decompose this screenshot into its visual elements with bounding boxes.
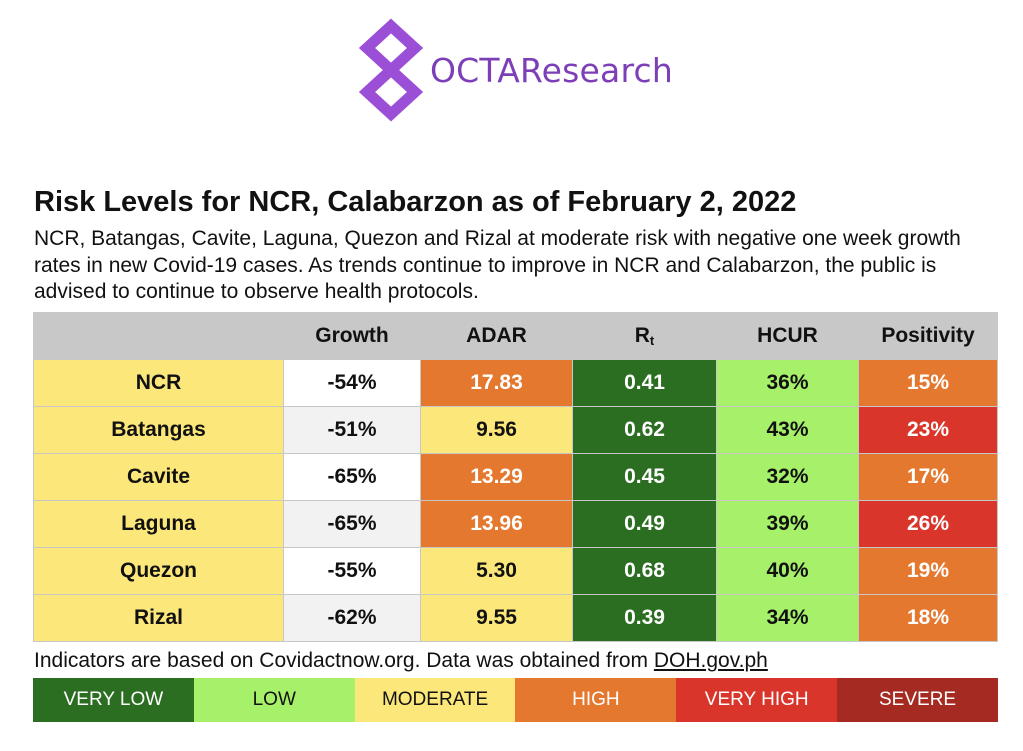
hcur-cell: 43% <box>716 406 859 454</box>
positivity-cell: 23% <box>858 406 998 454</box>
positivity-cell: 19% <box>858 547 998 595</box>
hcur-cell: 34% <box>716 594 859 642</box>
summary-text: NCR, Batangas, Cavite, Laguna, Quezon an… <box>34 227 961 303</box>
table-row: Rizal -62% 9.55 0.39 34% 18% <box>33 594 998 642</box>
rt-cell: 0.45 <box>572 453 717 501</box>
adar-cell: 13.96 <box>420 500 573 548</box>
footnote-text: Indicators are based on Covidactnow.org.… <box>34 649 654 672</box>
legend-severe: SEVERE <box>837 678 998 722</box>
header-hcur: HCUR <box>716 312 859 360</box>
rt-cell: 0.62 <box>572 406 717 454</box>
table-row: NCR -54% 17.83 0.41 36% 15% <box>33 359 998 407</box>
table-row: Batangas -51% 9.56 0.62 43% 23% <box>33 406 998 454</box>
legend-moderate: MODERATE <box>354 678 516 722</box>
positivity-cell: 26% <box>858 500 998 548</box>
rt-cell: 0.41 <box>572 359 717 407</box>
risk-level-table: Growth ADAR Rt HCUR Positivity NCR -54% … <box>33 312 998 642</box>
positivity-cell: 18% <box>858 594 998 642</box>
rt-cell: 0.49 <box>572 500 717 548</box>
header-growth: Growth <box>283 312 421 360</box>
table-row: Cavite -65% 13.29 0.45 32% 17% <box>33 453 998 501</box>
legend-very-low: VERY LOW <box>33 678 194 722</box>
adar-cell: 17.83 <box>420 359 573 407</box>
source-footnote: Indicators are based on Covidactnow.org.… <box>34 649 768 673</box>
header-rt: Rt <box>572 312 717 360</box>
table-row: Laguna -65% 13.96 0.49 39% 26% <box>33 500 998 548</box>
area-cell: Rizal <box>33 594 284 642</box>
adar-cell: 13.29 <box>420 453 573 501</box>
adar-cell: 9.55 <box>420 594 573 642</box>
hcur-cell: 40% <box>716 547 859 595</box>
area-cell: Batangas <box>33 406 284 454</box>
header-positivity: Positivity <box>858 312 998 360</box>
growth-cell: -54% <box>283 359 421 407</box>
growth-cell: -62% <box>283 594 421 642</box>
hcur-cell: 39% <box>716 500 859 548</box>
header-rt-label: R <box>634 324 650 347</box>
header-adar: ADAR <box>420 312 573 360</box>
table-row: Quezon -55% 5.30 0.68 40% 19% <box>33 547 998 595</box>
area-cell: Laguna <box>33 500 284 548</box>
rt-cell: 0.68 <box>572 547 717 595</box>
adar-cell: 9.56 <box>420 406 573 454</box>
positivity-cell: 15% <box>858 359 998 407</box>
area-cell: Quezon <box>33 547 284 595</box>
adar-cell: 5.30 <box>420 547 573 595</box>
area-cell: Cavite <box>33 453 284 501</box>
page-title: Risk Levels for NCR, Calabarzon as of Fe… <box>34 186 797 218</box>
header-area <box>33 312 284 360</box>
growth-cell: -51% <box>283 406 421 454</box>
legend-very-high: VERY HIGH <box>676 678 838 722</box>
octa-research-logo: OCTAResearch <box>350 18 690 128</box>
area-cell: NCR <box>33 359 284 407</box>
rt-cell: 0.39 <box>572 594 717 642</box>
logo-wordmark: OCTAResearch <box>430 51 673 90</box>
doh-link[interactable]: DOH.gov.ph <box>653 649 768 672</box>
growth-cell: -65% <box>283 500 421 548</box>
positivity-cell: 17% <box>858 453 998 501</box>
hcur-cell: 32% <box>716 453 859 501</box>
legend-low: LOW <box>193 678 355 722</box>
growth-cell: -55% <box>283 547 421 595</box>
hcur-cell: 36% <box>716 359 859 407</box>
header-rt-subscript: t <box>649 333 655 348</box>
legend-high: HIGH <box>515 678 677 722</box>
risk-legend: VERY LOW LOW MODERATE HIGH VERY HIGH SEV… <box>33 678 998 722</box>
octa-logo-icon <box>358 18 424 122</box>
growth-cell: -65% <box>283 453 421 501</box>
table-header-row: Growth ADAR Rt HCUR Positivity <box>33 312 998 360</box>
